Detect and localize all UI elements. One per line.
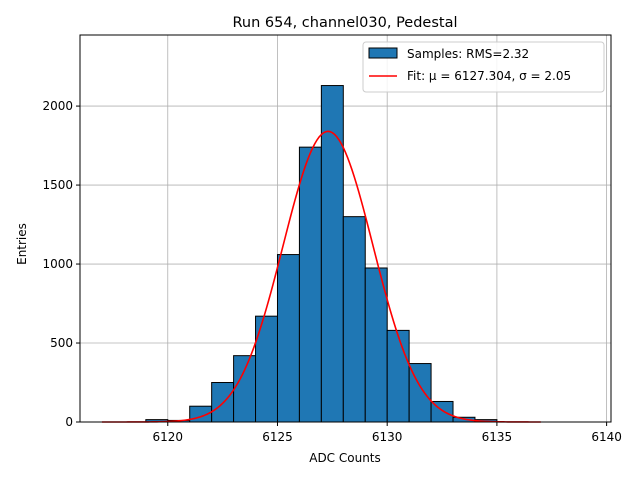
y-tick-label: 1000: [42, 257, 73, 271]
x-axis-ticks: 6120 6125 6130 6135 6140: [152, 422, 622, 444]
y-axis-label: Entries: [15, 223, 29, 265]
legend-label-samples: Samples: RMS=2.32: [407, 47, 529, 61]
y-tick-label: 1500: [42, 178, 73, 192]
histogram-bar: [233, 355, 257, 423]
legend: Samples: RMS=2.32 Fit: μ = 6127.304, σ =…: [362, 41, 605, 93]
legend-label-fit: Fit: μ = 6127.304, σ = 2.05: [407, 69, 571, 83]
x-tick-label: 6135: [482, 430, 513, 444]
x-tick-label: 6125: [262, 430, 293, 444]
x-tick-label: 6130: [372, 430, 403, 444]
plot-frame: [79, 34, 612, 423]
x-axis-label: ADC Counts: [309, 451, 381, 465]
y-tick-label: 0: [65, 415, 73, 429]
histogram-bar: [320, 85, 344, 423]
fit-curve: [101, 130, 541, 423]
histogram-bar: [386, 329, 410, 423]
y-tick-label: 2000: [42, 99, 73, 113]
legend-swatch-samples: [368, 47, 398, 59]
x-tick-label: 6140: [591, 430, 622, 444]
histogram-bar: [364, 267, 388, 423]
x-tick-label: 6120: [152, 430, 183, 444]
y-tick-label: 500: [50, 336, 73, 350]
histogram-bar: [342, 216, 366, 423]
histogram-bars: [145, 85, 498, 423]
y-axis-ticks: 0 500 1000 1500 2000: [42, 99, 80, 429]
histogram-bar: [276, 254, 300, 423]
chart-title: Run 654, channel030, Pedestal: [232, 15, 457, 31]
histogram-bar: [298, 146, 322, 423]
legend-box: [362, 41, 605, 93]
